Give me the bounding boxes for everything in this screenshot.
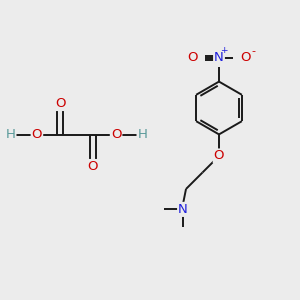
Text: N: N bbox=[214, 51, 224, 64]
Text: O: O bbox=[214, 149, 224, 163]
Text: O: O bbox=[88, 160, 98, 173]
Text: O: O bbox=[188, 51, 198, 64]
Text: H: H bbox=[6, 128, 15, 142]
Text: H: H bbox=[138, 128, 147, 142]
Text: -: - bbox=[251, 46, 256, 56]
Text: O: O bbox=[240, 51, 250, 64]
Text: O: O bbox=[111, 128, 122, 142]
Text: O: O bbox=[55, 97, 65, 110]
Text: O: O bbox=[32, 128, 42, 142]
Text: N: N bbox=[178, 203, 188, 216]
Text: +: + bbox=[220, 46, 227, 55]
